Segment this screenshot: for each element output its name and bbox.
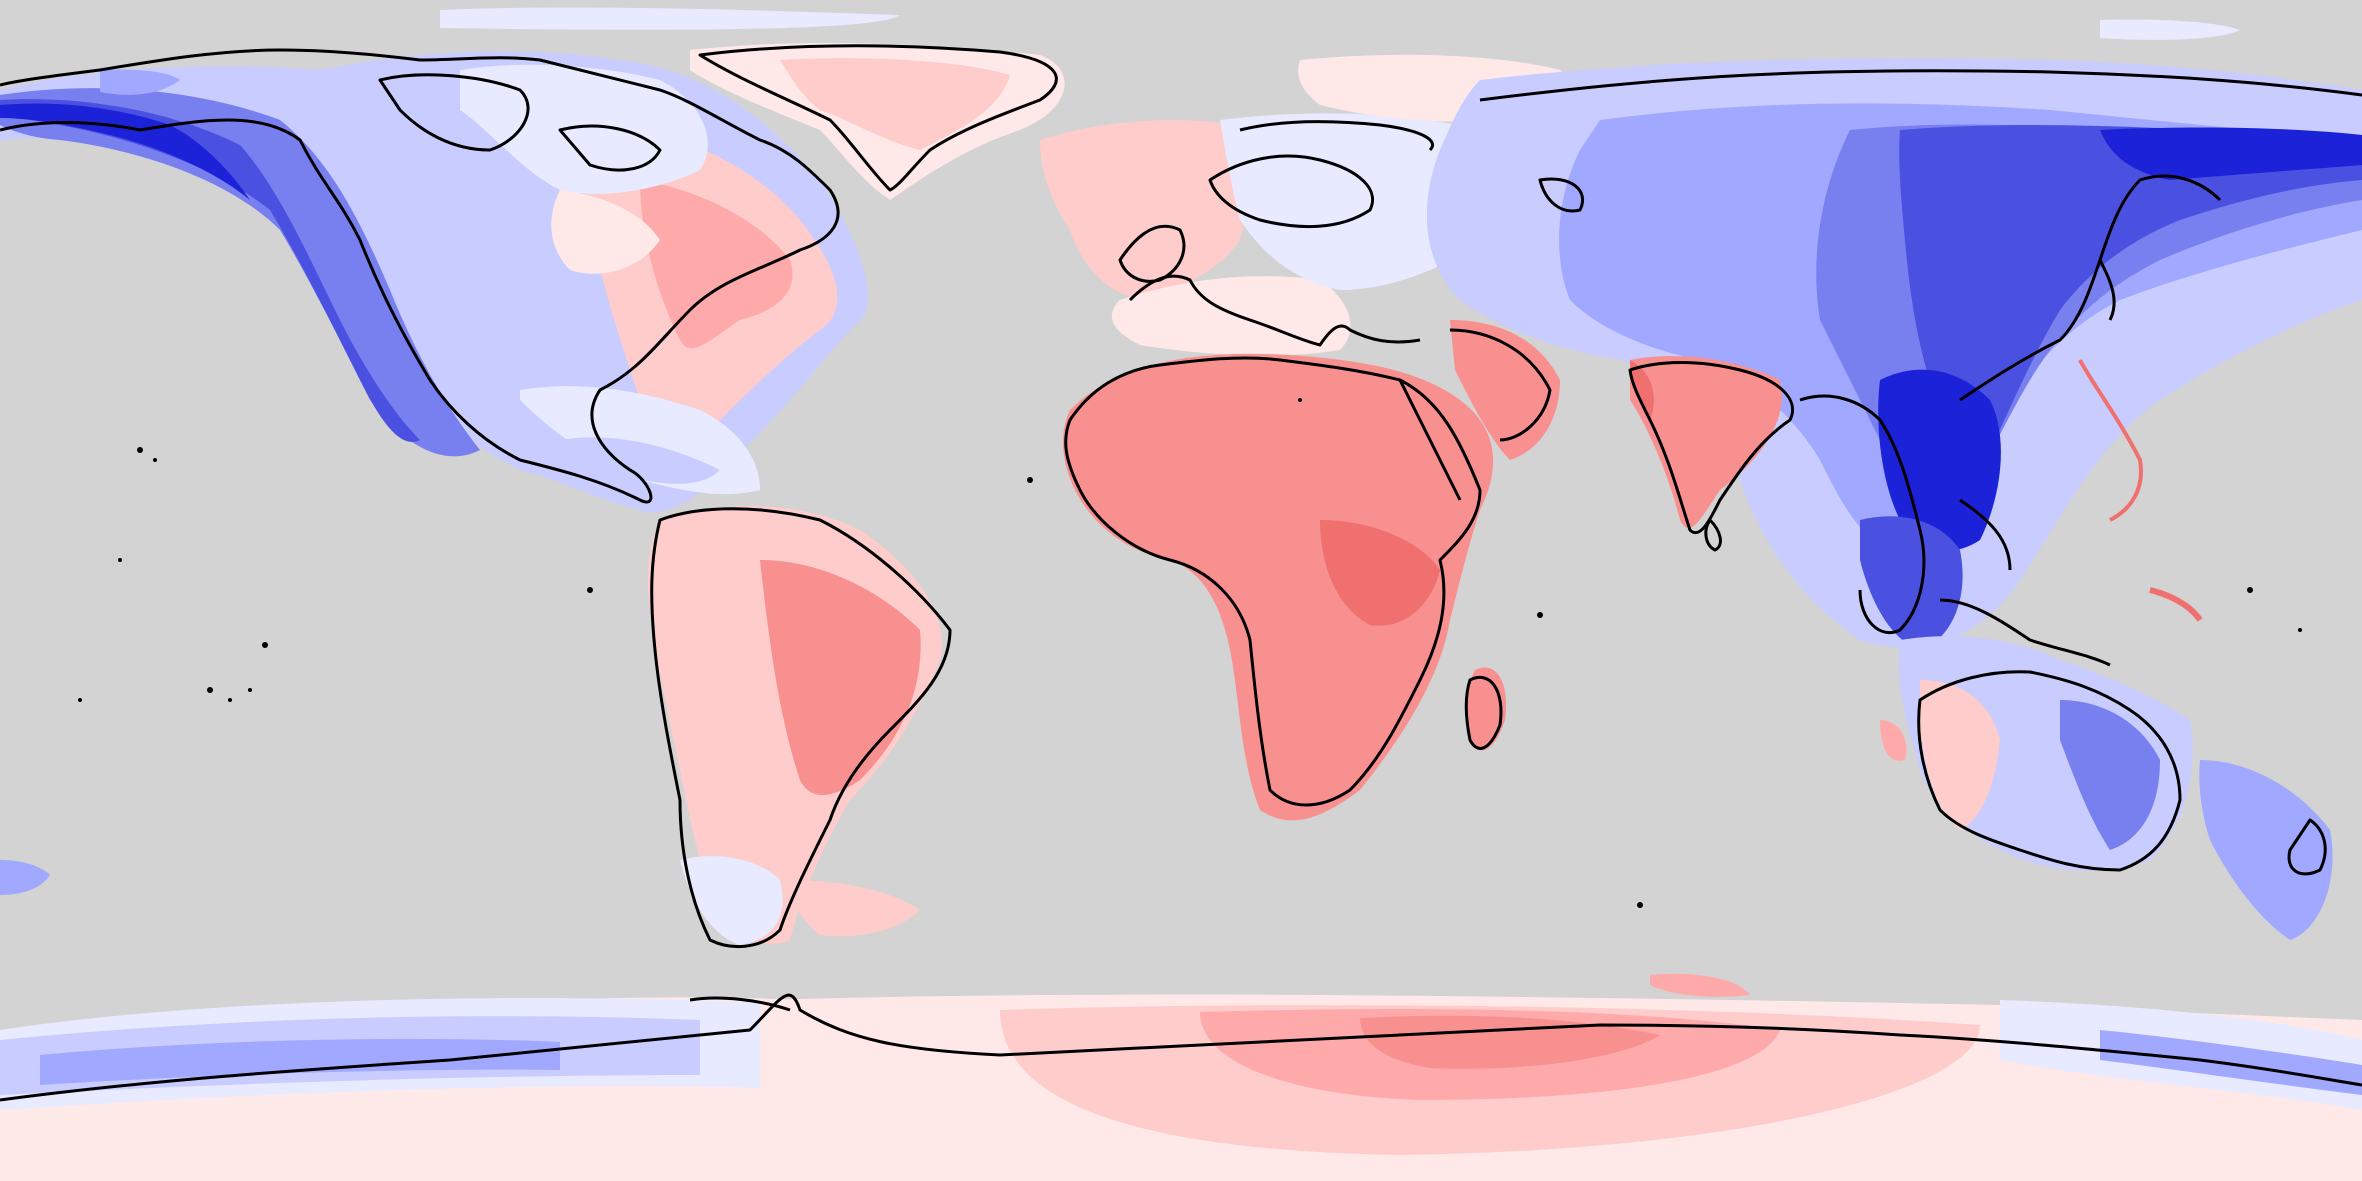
greenland-region [690,43,1065,201]
island-markers [78,398,2302,908]
asia-region [1426,58,2362,650]
north-america-region [0,51,868,513]
pacific-features [0,7,2240,895]
antarctica-region [0,973,2362,1181]
coastlines [0,44,2362,1102]
australia-region [1880,636,2333,940]
south-america-region [648,506,942,945]
